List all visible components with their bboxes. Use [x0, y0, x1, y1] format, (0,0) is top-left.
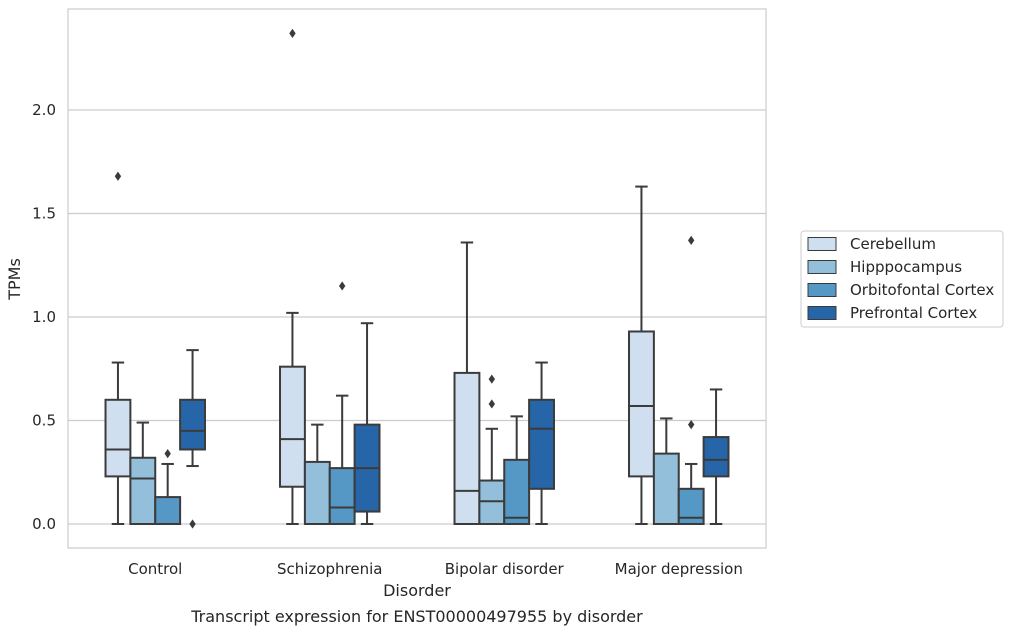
box [702, 436, 730, 478]
outlier-point [289, 28, 296, 39]
y-tick-label: 1.5 [32, 205, 56, 223]
box [503, 458, 531, 525]
outlier-point [164, 449, 171, 459]
legend-label: Cerebellum [850, 235, 936, 253]
box [652, 452, 680, 525]
box [528, 398, 555, 490]
legend-label: Prefrontal Cortex [850, 304, 977, 322]
y-tick-label: 1.0 [32, 308, 56, 326]
legend-frame [800, 230, 1004, 328]
legend-label: Hipppocampus [850, 258, 962, 276]
x-tick-label: Major depression [615, 560, 743, 578]
box [129, 456, 157, 526]
legend-swatch [807, 260, 837, 274]
box [328, 467, 356, 525]
box [453, 371, 481, 526]
series-group [129, 374, 680, 526]
outlier-point [687, 235, 695, 246]
box [104, 398, 132, 478]
box [628, 330, 655, 478]
box [179, 398, 206, 451]
outlier-point [488, 399, 496, 409]
figure-caption: Transcript expression for ENST0000049795… [190, 607, 643, 626]
outlier-point [114, 171, 122, 181]
series-group [179, 322, 730, 529]
box-series-group [104, 28, 730, 529]
y-axis-title: TPMs [5, 258, 24, 301]
x-axis-ticks: Control Schizophrenia Bipolar disorder Majo… [128, 560, 743, 578]
y-tick-label: 0.0 [32, 515, 56, 533]
outlier-point [338, 281, 346, 291]
series-group [104, 28, 655, 526]
legend-swatch [807, 237, 837, 251]
outlier-point [687, 420, 695, 430]
box [154, 496, 182, 525]
y-axis-ticks: 0.0 0.5 1.0 1.5 2.0 [32, 101, 56, 533]
legend-swatch [807, 306, 837, 320]
outlier-point [488, 374, 496, 384]
legend-swatch [807, 283, 837, 297]
x-tick-label: Bipolar disorder [445, 560, 565, 578]
box [478, 479, 506, 525]
legend-label: Orbitofontal Cortex [850, 281, 994, 299]
y-tick-label: 0.5 [32, 412, 56, 430]
x-tick-label: Schizophrenia [277, 560, 382, 578]
legend: Cerebellum Hipppocampus Orbitofontal Corte… [800, 230, 1004, 328]
x-axis-title: Disorder [383, 581, 451, 600]
outlier-point [189, 519, 196, 529]
box [279, 365, 306, 488]
y-tick-label: 2.0 [32, 101, 56, 119]
box [303, 460, 331, 525]
x-tick-label: Control [128, 560, 182, 578]
series-group [154, 235, 705, 525]
